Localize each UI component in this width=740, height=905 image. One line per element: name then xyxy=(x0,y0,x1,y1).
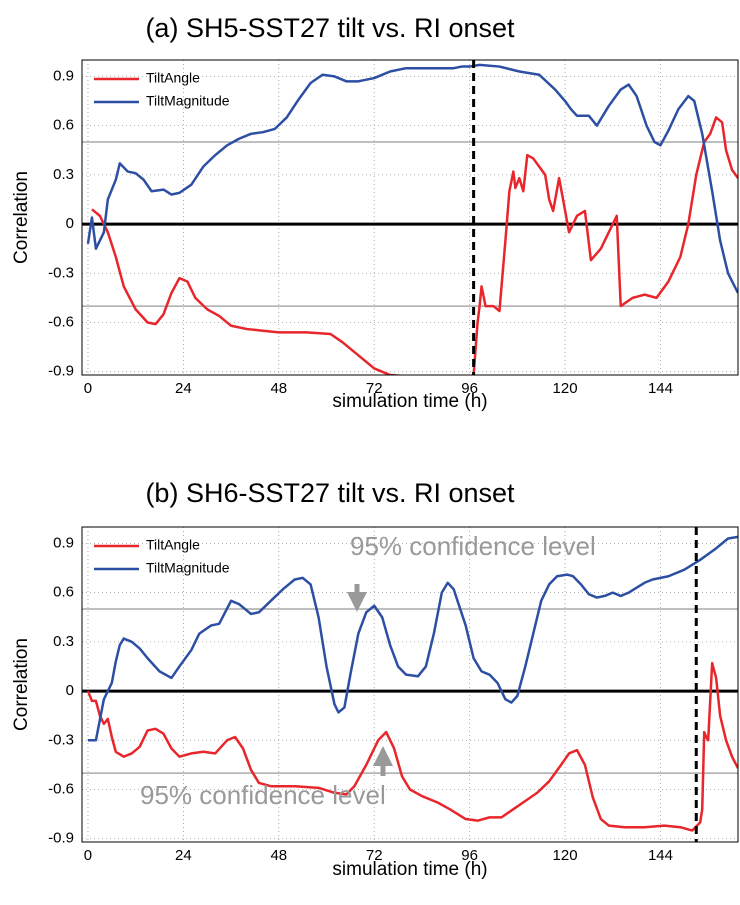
x-tick-label: 24 xyxy=(175,847,192,864)
x-tick-label: 144 xyxy=(648,847,673,864)
x-tick-label: 0 xyxy=(84,847,92,864)
y-tick-label: 0.9 xyxy=(53,67,74,84)
plot-frame xyxy=(81,526,739,843)
x-tick-label: 96 xyxy=(461,380,478,397)
y-tick-label: 0.9 xyxy=(53,534,74,551)
panel: (a) SH5-SST27 tilt vs. RI onset simulatio… xyxy=(11,13,739,412)
y-tick-label: -0.6 xyxy=(48,780,74,797)
legend-label: TiltMagnitude xyxy=(146,93,230,109)
y-tick-label: 0.3 xyxy=(53,166,74,183)
legend-label: TiltMagnitude xyxy=(146,560,230,576)
data-line xyxy=(87,535,738,742)
chart-title: (a) SH5-SST27 tilt vs. RI onset xyxy=(145,13,515,43)
y-axis-label: Correlation xyxy=(11,638,32,731)
y-tick-label: 0.6 xyxy=(53,584,74,601)
data-line xyxy=(91,116,738,375)
y-tick-label: -0.9 xyxy=(48,363,74,380)
x-tick-label: 24 xyxy=(175,380,192,397)
x-tick-label: 48 xyxy=(270,847,287,864)
chart-title: (b) SH6-SST27 tilt vs. RI onset xyxy=(145,478,515,508)
x-axis-label: simulation time (h) xyxy=(332,391,487,412)
y-tick-label: 0.3 xyxy=(53,633,74,650)
legend-label: TiltAngle xyxy=(146,70,200,86)
y-tick-label: -0.9 xyxy=(48,830,74,847)
y-tick-label: -0.3 xyxy=(48,264,74,281)
x-tick-label: 120 xyxy=(553,847,578,864)
annotation: 95% confidence level xyxy=(140,780,386,810)
x-axis-label: simulation time (h) xyxy=(332,859,487,880)
x-tick-label: 72 xyxy=(366,380,383,397)
annotation: 95% confidence level xyxy=(350,531,596,561)
plot-frame xyxy=(81,59,739,376)
x-tick-label: 144 xyxy=(648,380,673,397)
data-line xyxy=(86,63,738,294)
x-tick-label: 72 xyxy=(366,847,383,864)
y-tick-label: 0 xyxy=(66,682,74,699)
x-tick-label: 48 xyxy=(270,380,287,397)
panel: (b) SH6-SST27 tilt vs. RI onset simulatio… xyxy=(11,478,739,880)
y-tick-label: -0.6 xyxy=(48,313,74,330)
x-tick-label: 96 xyxy=(461,847,478,864)
y-tick-label: 0 xyxy=(66,215,74,232)
y-tick-label: 0.6 xyxy=(53,117,74,134)
y-tick-label: -0.3 xyxy=(48,731,74,748)
x-tick-label: 120 xyxy=(553,380,578,397)
y-axis-label: Correlation xyxy=(11,171,32,264)
x-tick-label: 0 xyxy=(84,380,92,397)
data-line xyxy=(86,661,738,832)
legend-label: TiltAngle xyxy=(146,537,200,553)
